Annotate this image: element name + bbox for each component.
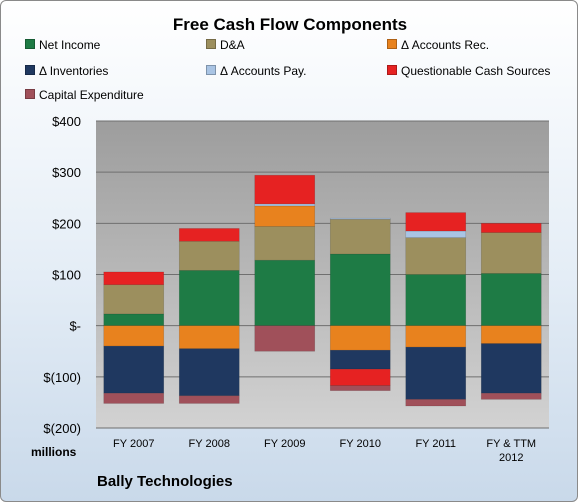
bar-segment-questionable-cash-sources [254, 174, 316, 205]
y-tick-label: $- [69, 319, 81, 334]
bar-segment-d-a [254, 226, 316, 261]
legend-swatch [206, 65, 216, 75]
chart-title: Free Cash Flow Components [172, 15, 408, 34]
bar-segment-d-a [329, 218, 391, 255]
bar-segment-d-a [480, 232, 542, 274]
x-tick-label: FY 2008 [189, 438, 230, 450]
bar-segment-accounts-rec [329, 325, 391, 351]
legend-item-capital-expenditure: Capital Expenditure [25, 88, 144, 102]
company-name: Bally Technologies [97, 473, 233, 490]
bar-segment-inventories [103, 345, 165, 394]
x-tick-label: FY 2009 [264, 438, 305, 450]
bar-segment-accounts-rec [254, 205, 316, 227]
bar-segment-capital-expenditure [103, 392, 165, 404]
bar-segment-net-income [329, 253, 391, 326]
units-label: millions [31, 445, 77, 459]
bar-segment-accounts-pay [405, 230, 467, 238]
legend-label: Questionable Cash Sources [401, 64, 551, 78]
y-tick-label: $300 [52, 165, 81, 180]
bar-segment-net-income [178, 270, 240, 326]
legend-label: D&A [220, 38, 245, 52]
legend-item-net-income: Net Income [25, 38, 100, 52]
bar-segment-inventories [178, 348, 240, 397]
legend-item-accounts-rec: Δ Accounts Rec. [387, 38, 489, 52]
y-tick-label: $(100) [43, 370, 81, 385]
bar-segment-capital-expenditure [329, 385, 391, 391]
legend-swatch [387, 39, 397, 49]
legend-item-d-a: D&A [206, 38, 245, 52]
legend-label: Capital Expenditure [39, 88, 144, 102]
bar-segment-net-income [480, 273, 542, 326]
legend-item-questionable-cash-sources: Questionable Cash Sources [387, 64, 550, 78]
y-tick-label: $(200) [43, 421, 81, 436]
legend-label: Δ Inventories [39, 64, 109, 78]
bar-segment-d-a [405, 237, 467, 275]
x-tick-label: FY & TTM 2012 [486, 438, 536, 464]
bar-segment-inventories [480, 343, 542, 394]
legend-swatch [387, 65, 397, 75]
x-tick-label: FY 2011 [415, 438, 456, 450]
legend-swatch [25, 89, 35, 99]
y-tick-label: $200 [52, 216, 81, 231]
bar-segment-capital-expenditure [254, 325, 316, 352]
bar-segment-accounts-rec [480, 325, 542, 344]
bar-segment-accounts-rec [103, 325, 165, 347]
legend-label: Net Income [39, 38, 101, 52]
legend-label: Δ Accounts Rec. [401, 38, 490, 52]
bar-segment-accounts-pay [329, 217, 391, 220]
bar-segment-questionable-cash-sources [405, 212, 467, 232]
bar-segment-questionable-cash-sources [178, 228, 240, 242]
legend-item-accounts-pay: Δ Accounts Pay. [206, 64, 307, 78]
y-tick-label: $100 [52, 268, 81, 283]
bar-segment-capital-expenditure [405, 399, 467, 407]
bar-segment-inventories [405, 346, 467, 400]
bar-segment-net-income [254, 259, 316, 326]
bar-segment-questionable-cash-sources [480, 223, 542, 233]
bar-segment-accounts-rec [405, 325, 467, 348]
bar-segment-capital-expenditure [480, 392, 542, 400]
bar-segment-capital-expenditure [178, 395, 240, 404]
legend-label: Δ Accounts Pay. [220, 64, 307, 78]
y-tick-label: $400 [52, 114, 81, 129]
x-tick-label: FY 2007 [113, 438, 154, 450]
legend-swatch [206, 39, 216, 49]
bar-segment-inventories [329, 349, 391, 370]
x-tick-label: FY 2010 [340, 438, 381, 450]
legend-swatch [25, 39, 35, 49]
bar-segment-net-income [103, 313, 165, 326]
bar-segment-accounts-rec [178, 325, 240, 349]
legend-swatch [25, 65, 35, 75]
bar-segment-accounts-pay [254, 203, 316, 207]
legend-item-inventories: Δ Inventories [25, 64, 108, 78]
bar-segment-d-a [178, 240, 240, 271]
bar-segment-d-a [103, 284, 165, 315]
bar-segment-net-income [405, 274, 467, 326]
bar-segment-questionable-cash-sources [329, 368, 391, 386]
bar-segment-questionable-cash-sources [103, 271, 165, 286]
